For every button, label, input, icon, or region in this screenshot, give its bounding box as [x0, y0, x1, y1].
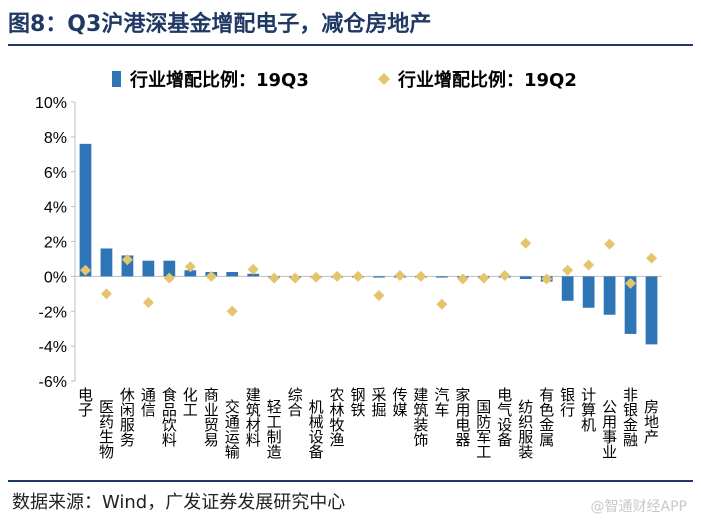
bar-19q3	[436, 276, 448, 278]
category-label: 纺织服装	[518, 398, 533, 461]
marker-19q2	[352, 270, 364, 282]
legend-swatch-19q3	[112, 71, 121, 87]
bar-19q3	[121, 255, 134, 277]
marker-19q2	[79, 264, 91, 276]
legend-label-19q3: 行业增配比例：19Q3	[129, 69, 309, 91]
bar-19q3	[603, 276, 616, 315]
marker-19q2	[646, 252, 658, 264]
category-label: 综合	[288, 386, 303, 419]
marker-19q2	[562, 264, 574, 276]
category-label: 机械设备	[309, 398, 324, 461]
marker-19q2	[625, 277, 637, 289]
marker-19q2	[100, 288, 112, 300]
category-label: 有色金属	[539, 386, 554, 449]
y-tick-label: 4%	[44, 200, 67, 217]
category-label: 通信	[141, 386, 156, 419]
marker-19q2	[415, 270, 427, 282]
marker-19q2	[604, 238, 616, 250]
marker-19q2	[520, 237, 532, 249]
bar-19q3	[226, 272, 239, 277]
category-label: 农林牧渔	[330, 386, 345, 449]
bar-19q3	[247, 273, 260, 277]
y-tick-label: -4%	[39, 339, 67, 356]
watermark: @智通财经APP	[590, 499, 687, 515]
category-label: 建筑材料	[246, 386, 261, 449]
y-tick-label: -2%	[39, 304, 67, 321]
y-tick-label: 8%	[44, 130, 67, 147]
category-label: 房地产	[644, 398, 659, 446]
source-rule	[8, 480, 693, 482]
marker-19q2	[142, 297, 154, 309]
category-label: 采掘	[371, 386, 386, 419]
category-label: 电子	[78, 386, 93, 419]
legend-swatch-19q2	[378, 73, 390, 85]
bar-19q3	[582, 276, 595, 308]
bar-19q3	[100, 248, 113, 277]
category-label: 交通运输	[225, 398, 240, 461]
y-tick-label: 6%	[44, 165, 67, 182]
y-tick-label: 2%	[44, 235, 67, 252]
category-label: 医药生物	[99, 398, 114, 461]
bar-19q3	[79, 143, 92, 277]
category-label: 钢铁	[351, 386, 366, 419]
category-label: 轻工制造	[267, 398, 282, 461]
title-rule	[8, 44, 693, 46]
marker-19q2	[541, 273, 553, 285]
marker-19q2	[457, 273, 469, 285]
marker-19q2	[499, 270, 511, 282]
marker-19q2	[436, 298, 448, 310]
category-label: 休闲服务	[120, 386, 135, 449]
category-label: 化工	[183, 386, 198, 419]
y-tick-label: 0%	[44, 269, 67, 286]
chart-title: 图8：Q3沪港深基金增配电子，减仓房地产	[8, 12, 432, 37]
category-label: 传媒	[392, 386, 407, 419]
marker-19q2	[310, 271, 322, 283]
bar-19q3	[645, 276, 658, 345]
marker-19q2	[205, 270, 217, 282]
marker-19q2	[331, 270, 343, 282]
marker-19q2	[184, 261, 196, 273]
bar-19q3	[142, 260, 155, 277]
marker-19q2	[163, 272, 175, 284]
category-label: 银行	[560, 386, 575, 419]
source-note: 数据来源：Wind，广发证券发展研究中心	[12, 492, 346, 513]
marker-19q2	[583, 259, 595, 271]
category-label: 非银金融	[623, 386, 638, 449]
category-label: 电气设备	[497, 386, 512, 449]
category-label: 食品饮料	[162, 386, 177, 449]
category-label: 公用事业	[602, 398, 617, 461]
category-label: 建筑装饰	[413, 386, 428, 449]
category-label: 国防军工	[476, 398, 491, 461]
category-label: 计算机	[581, 386, 596, 434]
marker-19q2	[478, 272, 490, 284]
marker-19q2	[121, 254, 133, 266]
bar-19q3	[184, 270, 197, 277]
marker-19q2	[289, 272, 301, 284]
bar-19q3	[373, 276, 385, 278]
y-tick-label: -6%	[39, 374, 67, 391]
marker-19q2	[373, 290, 385, 302]
category-label: 商业贸易	[204, 386, 219, 449]
marker-19q2	[247, 263, 259, 275]
legend-label-19q2: 行业增配比例：19Q2	[397, 69, 577, 91]
y-tick-label: 10%	[35, 95, 67, 112]
bar-19q3	[561, 276, 574, 301]
category-label: 汽车	[434, 386, 449, 419]
bar-19q3	[624, 276, 637, 334]
bar-19q3	[163, 260, 176, 277]
category-label: 家用电器	[455, 386, 470, 449]
marker-19q2	[268, 272, 280, 284]
marker-19q2	[226, 305, 238, 317]
marker-19q2	[394, 270, 406, 282]
bar-19q3	[519, 276, 532, 279]
